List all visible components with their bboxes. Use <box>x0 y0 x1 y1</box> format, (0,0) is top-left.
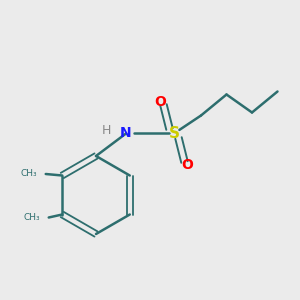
Text: CH₃: CH₃ <box>23 213 40 222</box>
Text: O: O <box>182 158 194 172</box>
Text: N: N <box>120 127 132 140</box>
Text: CH₃: CH₃ <box>20 169 37 178</box>
Text: S: S <box>169 126 179 141</box>
Text: H: H <box>102 124 111 137</box>
Text: O: O <box>154 95 166 109</box>
